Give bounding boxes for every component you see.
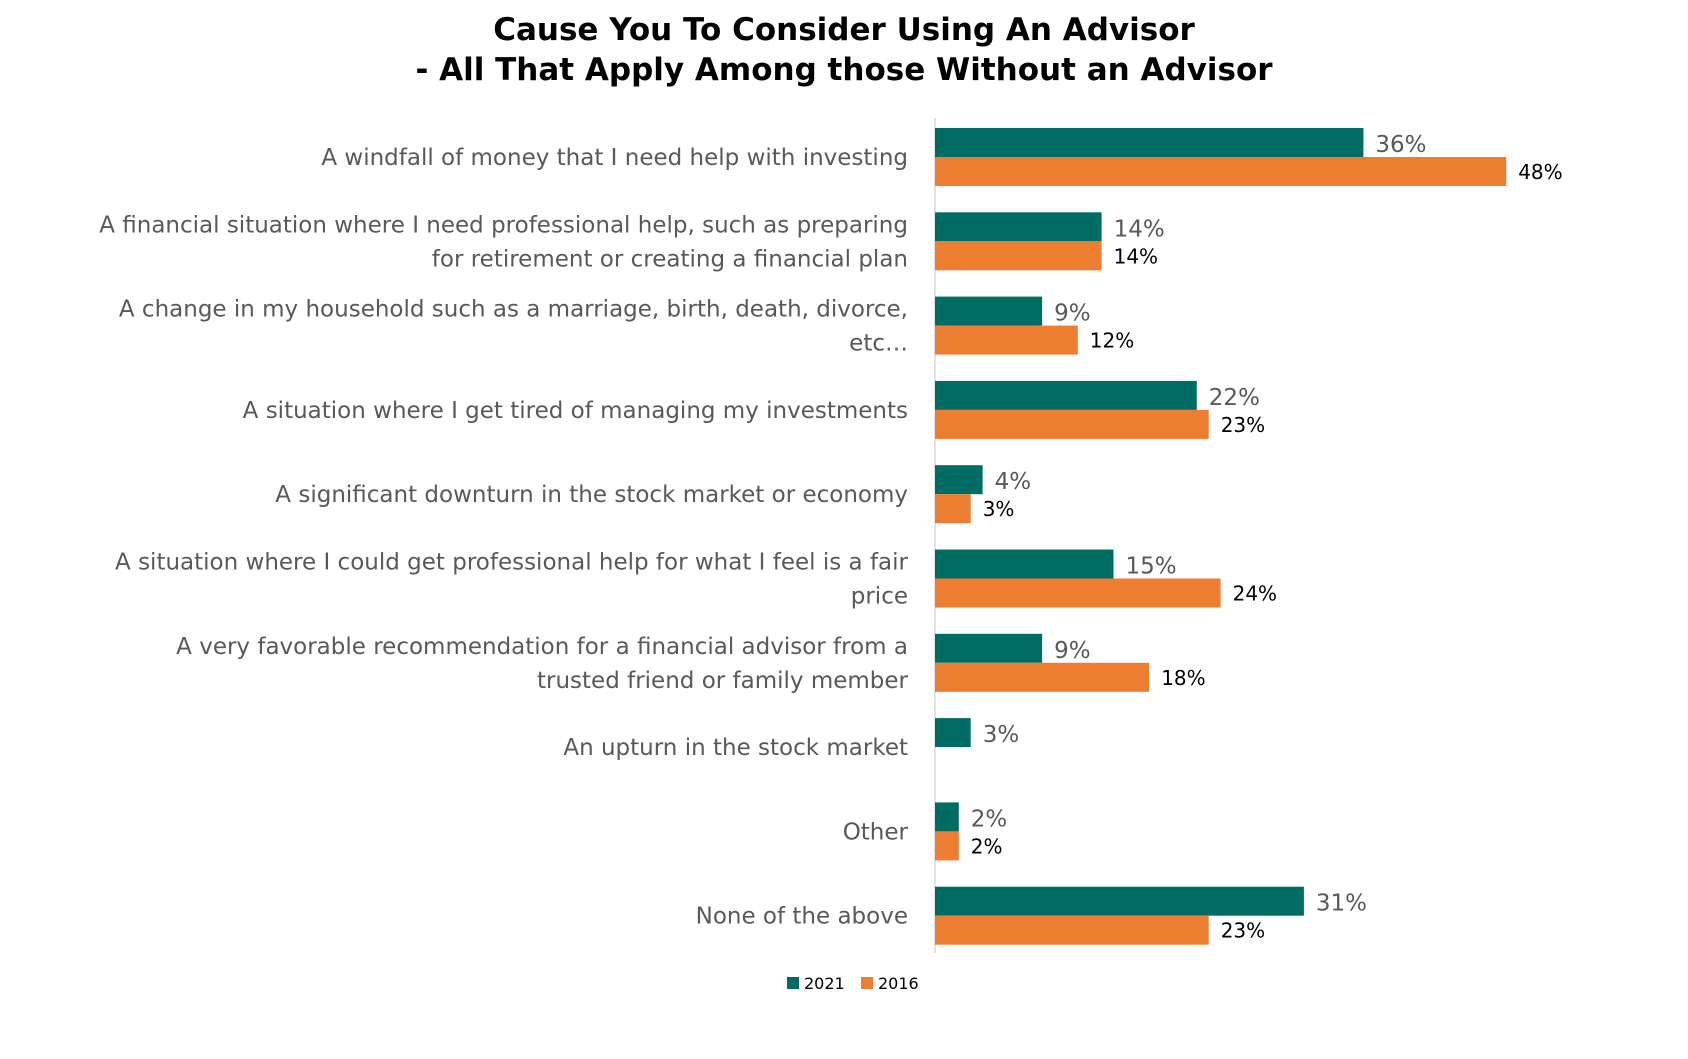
bar-2021 — [935, 886, 1304, 916]
data-label-2021: 3% — [983, 722, 1020, 748]
data-label-2021: 9% — [1054, 301, 1091, 327]
bar-2016 — [935, 409, 1209, 439]
data-label-2021: 14% — [1114, 216, 1165, 242]
bar-2021 — [935, 128, 1364, 157]
data-label-2021: 4% — [995, 469, 1032, 495]
category-label: A windfall of money that I need help wit… — [321, 145, 908, 171]
data-label-2016: 2% — [971, 834, 1003, 858]
data-label-2016: 18% — [1161, 666, 1205, 690]
category-label: A situation where I get tired of managin… — [243, 398, 908, 424]
category-label: Other — [843, 819, 909, 845]
data-label-2021: 22% — [1209, 385, 1260, 411]
category-label: A situation where I could get profession… — [115, 550, 909, 610]
chart-title-line-2: - All That Apply Among those Without an … — [415, 52, 1273, 88]
legend-label-2021: 2021 — [804, 974, 845, 993]
bar-2021 — [935, 212, 1102, 242]
bar-2016 — [935, 915, 1209, 945]
bar-2021 — [935, 633, 1043, 663]
legend-swatch-2021 — [787, 977, 799, 989]
category-label: A very favorable recommendation for a fi… — [176, 634, 908, 694]
bar-2021 — [935, 549, 1114, 579]
data-label-2016: 23% — [1221, 413, 1265, 437]
data-label-2016: 23% — [1221, 919, 1265, 943]
category-label: A financial situation where I need profe… — [99, 212, 908, 272]
bar-2016 — [935, 662, 1150, 692]
legend-swatch-2016 — [861, 977, 873, 989]
category-label: None of the above — [696, 904, 908, 930]
data-label-2021: 2% — [971, 806, 1008, 832]
legend: 2021 2016 — [787, 974, 919, 993]
bar-2021 — [935, 718, 971, 748]
bar-2021 — [935, 380, 1197, 410]
bars — [935, 128, 1507, 945]
data-label-2016: 14% — [1114, 244, 1158, 268]
data-label-2021: 9% — [1054, 638, 1091, 664]
bar-2021 — [935, 296, 1043, 326]
bar-2016 — [935, 578, 1221, 608]
bar-2021 — [935, 802, 959, 832]
bar-2016 — [935, 831, 959, 861]
legend-label-2016: 2016 — [878, 974, 919, 993]
data-label-2016: 3% — [983, 497, 1015, 521]
data-labels: 36%48%14%14%9%12%22%23%4%3%15%24%9%18%3%… — [971, 132, 1563, 943]
data-label-2016: 48% — [1518, 160, 1562, 184]
category-labels: A windfall of money that I need help wit… — [99, 145, 908, 930]
bar-2016 — [935, 157, 1507, 186]
bar-2016 — [935, 325, 1078, 355]
data-label-2016: 12% — [1090, 329, 1134, 353]
data-label-2021: 36% — [1375, 132, 1426, 158]
bar-2021 — [935, 465, 983, 495]
bar-2016 — [935, 494, 971, 524]
bar-2016 — [935, 241, 1102, 271]
data-label-2021: 15% — [1126, 554, 1177, 580]
chart-title: Cause You To Consider Using An Advisor - … — [415, 12, 1273, 88]
data-label-2021: 31% — [1316, 891, 1367, 917]
category-label: A change in my household such as a marri… — [119, 297, 908, 357]
data-label-2016: 24% — [1233, 582, 1277, 606]
category-label: A significant downturn in the stock mark… — [275, 482, 908, 508]
chart-title-line-1: Cause You To Consider Using An Advisor — [493, 12, 1195, 48]
category-label: An upturn in the stock market — [563, 735, 908, 761]
